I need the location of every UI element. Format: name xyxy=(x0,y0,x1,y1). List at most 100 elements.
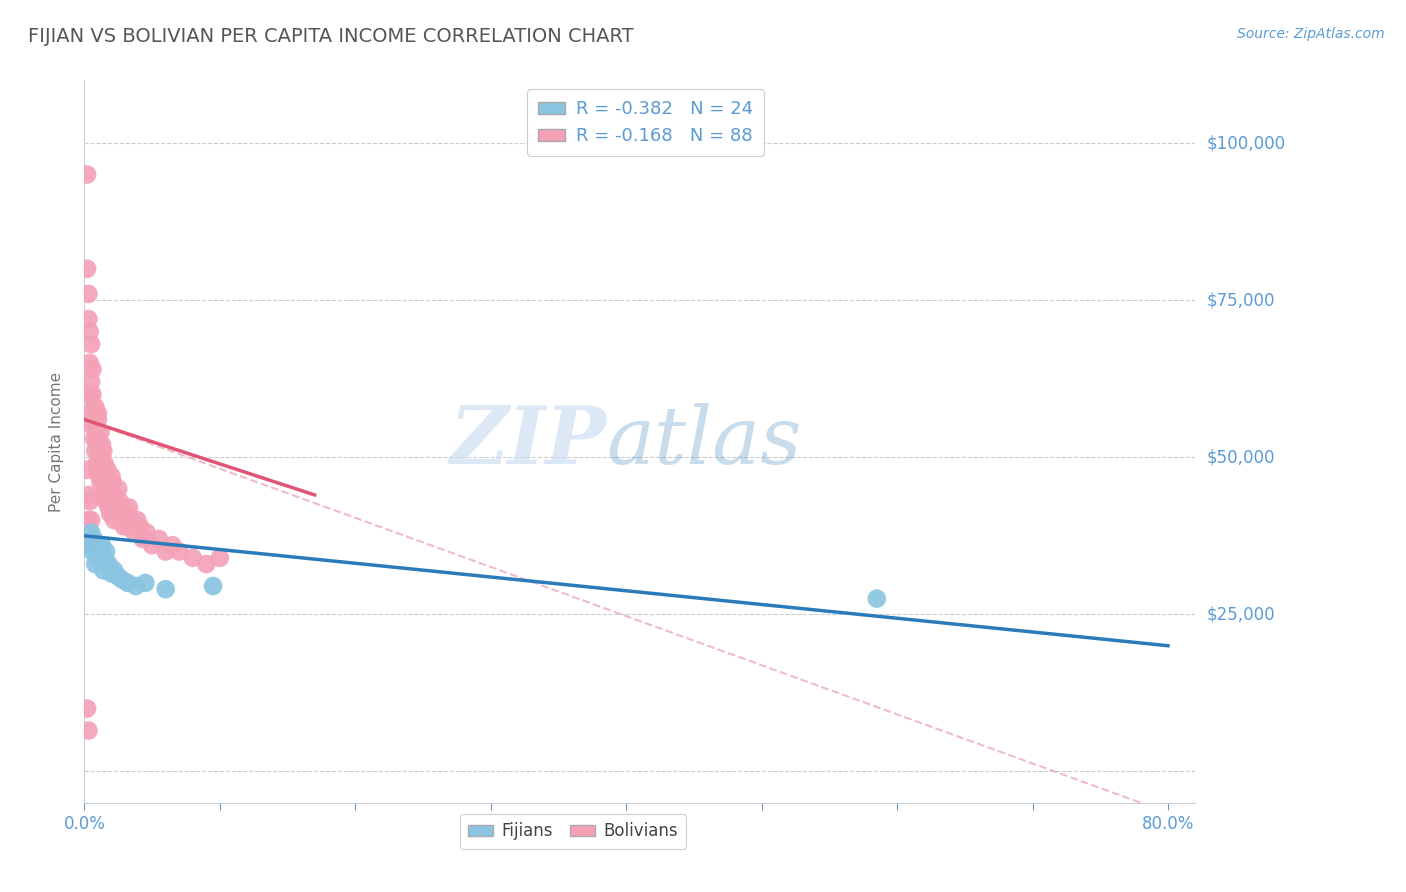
Point xyxy=(80,513,103,527)
Point xyxy=(94,494,117,508)
Point xyxy=(101,500,124,515)
Point xyxy=(89,450,111,465)
Point xyxy=(76,261,98,276)
Point xyxy=(134,575,156,590)
Point xyxy=(141,538,163,552)
Point xyxy=(86,425,108,439)
Point xyxy=(866,591,889,606)
Point xyxy=(90,475,112,490)
Point xyxy=(96,463,118,477)
Point xyxy=(100,469,122,483)
Point xyxy=(162,538,184,552)
Point xyxy=(91,463,114,477)
Point xyxy=(93,550,115,565)
Point xyxy=(108,494,131,508)
Point xyxy=(103,488,125,502)
Point xyxy=(107,507,129,521)
Point xyxy=(83,400,105,414)
Point xyxy=(90,554,112,568)
Point xyxy=(89,438,111,452)
Point xyxy=(80,337,103,351)
Point xyxy=(110,513,132,527)
Point xyxy=(82,418,104,433)
Point xyxy=(103,563,125,577)
Text: FIJIAN VS BOLIVIAN PER CAPITA INCOME CORRELATION CHART: FIJIAN VS BOLIVIAN PER CAPITA INCOME COR… xyxy=(28,27,634,45)
Point xyxy=(94,544,117,558)
Point xyxy=(84,418,107,433)
Point xyxy=(97,475,120,490)
Point xyxy=(79,325,101,339)
Point xyxy=(77,538,100,552)
Point xyxy=(76,168,98,182)
Point xyxy=(148,532,170,546)
Point xyxy=(125,579,148,593)
Point xyxy=(79,387,101,401)
Point xyxy=(167,544,190,558)
Point xyxy=(89,541,111,556)
Point xyxy=(98,507,121,521)
Point xyxy=(97,557,120,571)
Point xyxy=(80,406,103,420)
Point xyxy=(117,575,139,590)
Point xyxy=(86,438,108,452)
Point xyxy=(103,513,125,527)
Point xyxy=(77,723,100,738)
Point xyxy=(114,507,136,521)
Point xyxy=(79,356,101,370)
Point xyxy=(77,286,100,301)
Point xyxy=(80,525,103,540)
Point xyxy=(131,532,153,546)
Point xyxy=(112,519,135,533)
Point xyxy=(84,538,107,552)
Text: Source: ZipAtlas.com: Source: ZipAtlas.com xyxy=(1237,27,1385,41)
Point xyxy=(83,532,105,546)
Point xyxy=(77,513,100,527)
Point xyxy=(80,375,103,389)
Point xyxy=(91,488,114,502)
Point xyxy=(90,425,112,439)
Text: ZIP: ZIP xyxy=(450,403,606,480)
Point xyxy=(76,701,98,715)
Point xyxy=(87,463,110,477)
Point xyxy=(117,519,139,533)
Text: $75,000: $75,000 xyxy=(1206,291,1275,310)
Point xyxy=(77,312,100,326)
Point xyxy=(105,500,128,515)
Point xyxy=(104,494,127,508)
Point xyxy=(107,482,129,496)
Point xyxy=(87,550,110,565)
Point xyxy=(93,457,115,471)
Point xyxy=(98,482,121,496)
Point xyxy=(82,387,104,401)
Point xyxy=(111,573,134,587)
Point xyxy=(82,362,104,376)
Point xyxy=(127,513,149,527)
Point xyxy=(135,525,157,540)
Y-axis label: Per Capita Income: Per Capita Income xyxy=(49,371,63,512)
Text: $100,000: $100,000 xyxy=(1206,134,1285,153)
Text: atlas: atlas xyxy=(606,403,801,480)
Point xyxy=(195,557,218,571)
Point xyxy=(124,525,146,540)
Point xyxy=(83,431,105,445)
Point xyxy=(84,444,107,458)
Point xyxy=(91,444,114,458)
Text: $50,000: $50,000 xyxy=(1206,449,1275,467)
Point xyxy=(155,544,177,558)
Point xyxy=(91,538,114,552)
Point xyxy=(155,582,177,597)
Point xyxy=(93,475,115,490)
Point xyxy=(100,566,122,581)
Point xyxy=(118,500,141,515)
Point xyxy=(82,544,104,558)
Point xyxy=(129,519,152,533)
Point xyxy=(76,463,98,477)
Point xyxy=(101,475,124,490)
Text: $25,000: $25,000 xyxy=(1206,606,1275,624)
Point xyxy=(181,550,204,565)
Point xyxy=(86,457,108,471)
Point xyxy=(84,557,107,571)
Point xyxy=(91,438,114,452)
Point xyxy=(107,569,129,583)
Point xyxy=(91,563,114,577)
